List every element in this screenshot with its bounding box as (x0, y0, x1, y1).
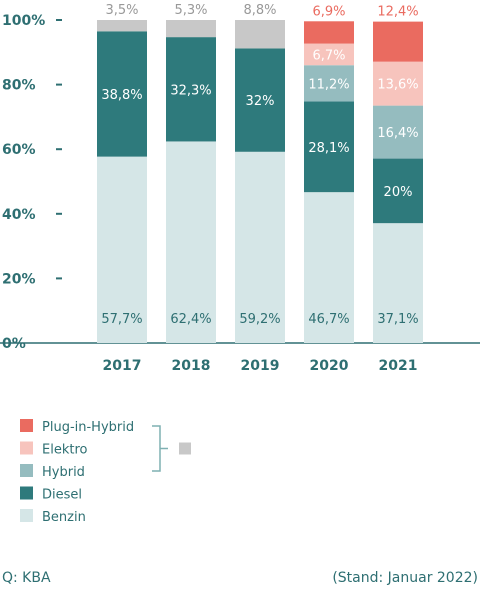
legend-swatch-benzin (20, 509, 33, 522)
data-label-diesel-2021: 20% (384, 185, 413, 200)
data-label-diesel-2017: 38,8% (101, 88, 142, 103)
bar-segment-other-2017 (97, 20, 147, 32)
bar-segment-diesel-2018 (166, 37, 216, 142)
bar-segment-hybrid-2020 (304, 65, 354, 102)
bar-segment-diesel-2021 (373, 158, 423, 224)
bar-segment-elektro-2021 (373, 61, 423, 106)
legend-bracket (152, 425, 168, 472)
y-tick-label: 20% (2, 271, 36, 287)
y-tick-label: 100% (2, 13, 45, 29)
data-label-other-2017: 3,5% (105, 3, 138, 18)
x-tick-label-2019: 2019 (241, 358, 280, 374)
legend-label-elektro: Elektro (42, 443, 88, 458)
y-tick-label: 80% (2, 78, 36, 94)
legend-label-plug-in-hybrid: Plug-in-Hybrid (42, 420, 134, 435)
x-tick-label-2018: 2018 (172, 358, 211, 374)
legend: Plug-in-Hybrid Elektro Hybrid Diesel Benzin (20, 419, 191, 525)
data-label-diesel-2019: 32% (246, 94, 275, 109)
bar-segment-benzin-2021 (373, 223, 423, 343)
y-tick-label: 60% (2, 142, 36, 158)
y-tick-label: 0% (2, 336, 26, 352)
legend-label-benzin: Benzin (42, 510, 86, 525)
bar-segment-plug-in-hybrid-2021 (373, 21, 423, 62)
bar-segment-benzin-2019 (235, 151, 285, 343)
bar-segment-benzin-2020 (304, 192, 354, 343)
bar-segment-diesel-2019 (235, 48, 285, 152)
bar-segment-benzin-2017 (97, 156, 147, 343)
data-label-elektro-2021: 13,6% (377, 78, 418, 93)
y-axis: 0% 20% 40% 60% 80% 100% (0, 13, 480, 352)
legend-swatch-plug-in-hybrid (20, 419, 33, 432)
x-tick-label-2020: 2020 (310, 358, 349, 374)
bar-segment-diesel-2020 (304, 101, 354, 193)
legend-swatch-hybrid (20, 464, 33, 477)
data-label-diesel-2020: 28,1% (308, 141, 349, 156)
data-label-plug-in-hybrid-2020: 6,9% (312, 4, 345, 19)
y-tick-label: 40% (2, 207, 36, 223)
stand-note: (Stand: Januar 2022) (332, 570, 478, 586)
data-label-diesel-2018: 32,3% (170, 83, 211, 98)
legend-label-hybrid: Hybrid (42, 465, 85, 480)
bar-segment-elektro-2020 (304, 43, 354, 66)
bars: 57,7% 38,8% 3,5% 2017 62,4% 32,3% 5,3% 2018 59,2… (97, 3, 423, 374)
bar-segment-other-2019 (235, 20, 285, 49)
data-label-benzin-2018: 62,4% (170, 312, 211, 327)
bar-segment-plug-in-hybrid-2020 (304, 21, 354, 44)
legend-label-diesel: Diesel (42, 488, 82, 503)
source-note: Q: KBA (2, 570, 51, 586)
data-label-elektro-2020: 6,7% (312, 48, 345, 63)
legend-swatch-diesel (20, 486, 33, 500)
bar-segment-hybrid-2021 (373, 105, 423, 159)
data-label-plug-in-hybrid-2021: 12,4% (377, 5, 418, 20)
x-tick-label-2021: 2021 (379, 358, 418, 374)
bar-segment-other-2018 (166, 20, 216, 38)
bar-segment-benzin-2018 (166, 141, 216, 343)
data-label-hybrid-2020: 11,2% (308, 77, 349, 92)
data-label-benzin-2020: 46,7% (308, 312, 349, 327)
data-label-hybrid-2021: 16,4% (377, 126, 418, 141)
legend-swatch-elektro (20, 441, 33, 455)
data-label-benzin-2019: 59,2% (239, 312, 280, 327)
data-label-benzin-2017: 57,7% (101, 312, 142, 327)
bar-segment-diesel-2017 (97, 31, 147, 157)
data-label-other-2018: 5,3% (174, 3, 207, 18)
x-tick-label-2017: 2017 (103, 358, 142, 374)
data-label-benzin-2021: 37,1% (377, 312, 418, 327)
data-label-other-2019: 8,8% (243, 3, 276, 18)
legend-swatch-grouped (179, 442, 191, 455)
